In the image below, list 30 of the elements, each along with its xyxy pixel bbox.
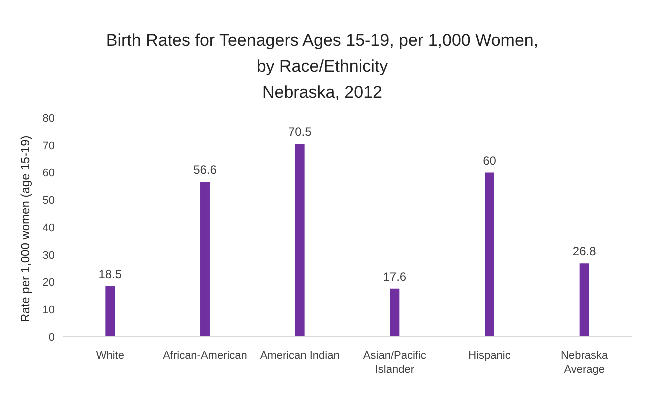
- y-tick-label: 30: [42, 250, 55, 262]
- x-tick-label: Asian/Pacific Islander: [363, 350, 427, 376]
- chart-subtitle: Nebraska, 2012: [261, 82, 384, 104]
- x-tick-label: Hispanic: [468, 350, 512, 362]
- data-label: 60: [483, 154, 497, 168]
- y-tick-label: 70: [42, 140, 55, 152]
- y-tick-label: 60: [42, 168, 55, 180]
- data-label: 70.5: [288, 125, 312, 140]
- y-tick-label: 50: [42, 195, 55, 208]
- data-label: 18.5: [98, 267, 122, 282]
- y-axis-title: Rate per 1,000 women (age 15-19): [18, 136, 32, 322]
- y-tick-label: 10: [42, 304, 55, 317]
- y-tick-label: 20: [42, 277, 55, 290]
- bar: [295, 144, 305, 337]
- y-tick-label: 40: [42, 222, 55, 234]
- data-label: 17.6: [383, 270, 407, 284]
- bar: [580, 264, 590, 337]
- x-tick-label: American Indian: [260, 350, 340, 362]
- bar: [390, 288, 400, 337]
- x-tick-label: White: [96, 350, 124, 362]
- x-tick-label: Nebraska Average: [561, 350, 610, 376]
- bar: [200, 182, 210, 337]
- x-tick-label: African-American: [163, 350, 248, 362]
- data-label: 56.6: [194, 163, 218, 178]
- bar: [485, 172, 494, 337]
- y-tick-label: 80: [42, 112, 55, 125]
- bar: [106, 286, 116, 337]
- data-label: 26.8: [572, 244, 597, 259]
- chart-title: Birth Rates for Teenagers Ages 15-19, per 1,000 Women, by Race/Ethnicity: [105, 30, 540, 78]
- y-tick-label: 0: [48, 332, 55, 344]
